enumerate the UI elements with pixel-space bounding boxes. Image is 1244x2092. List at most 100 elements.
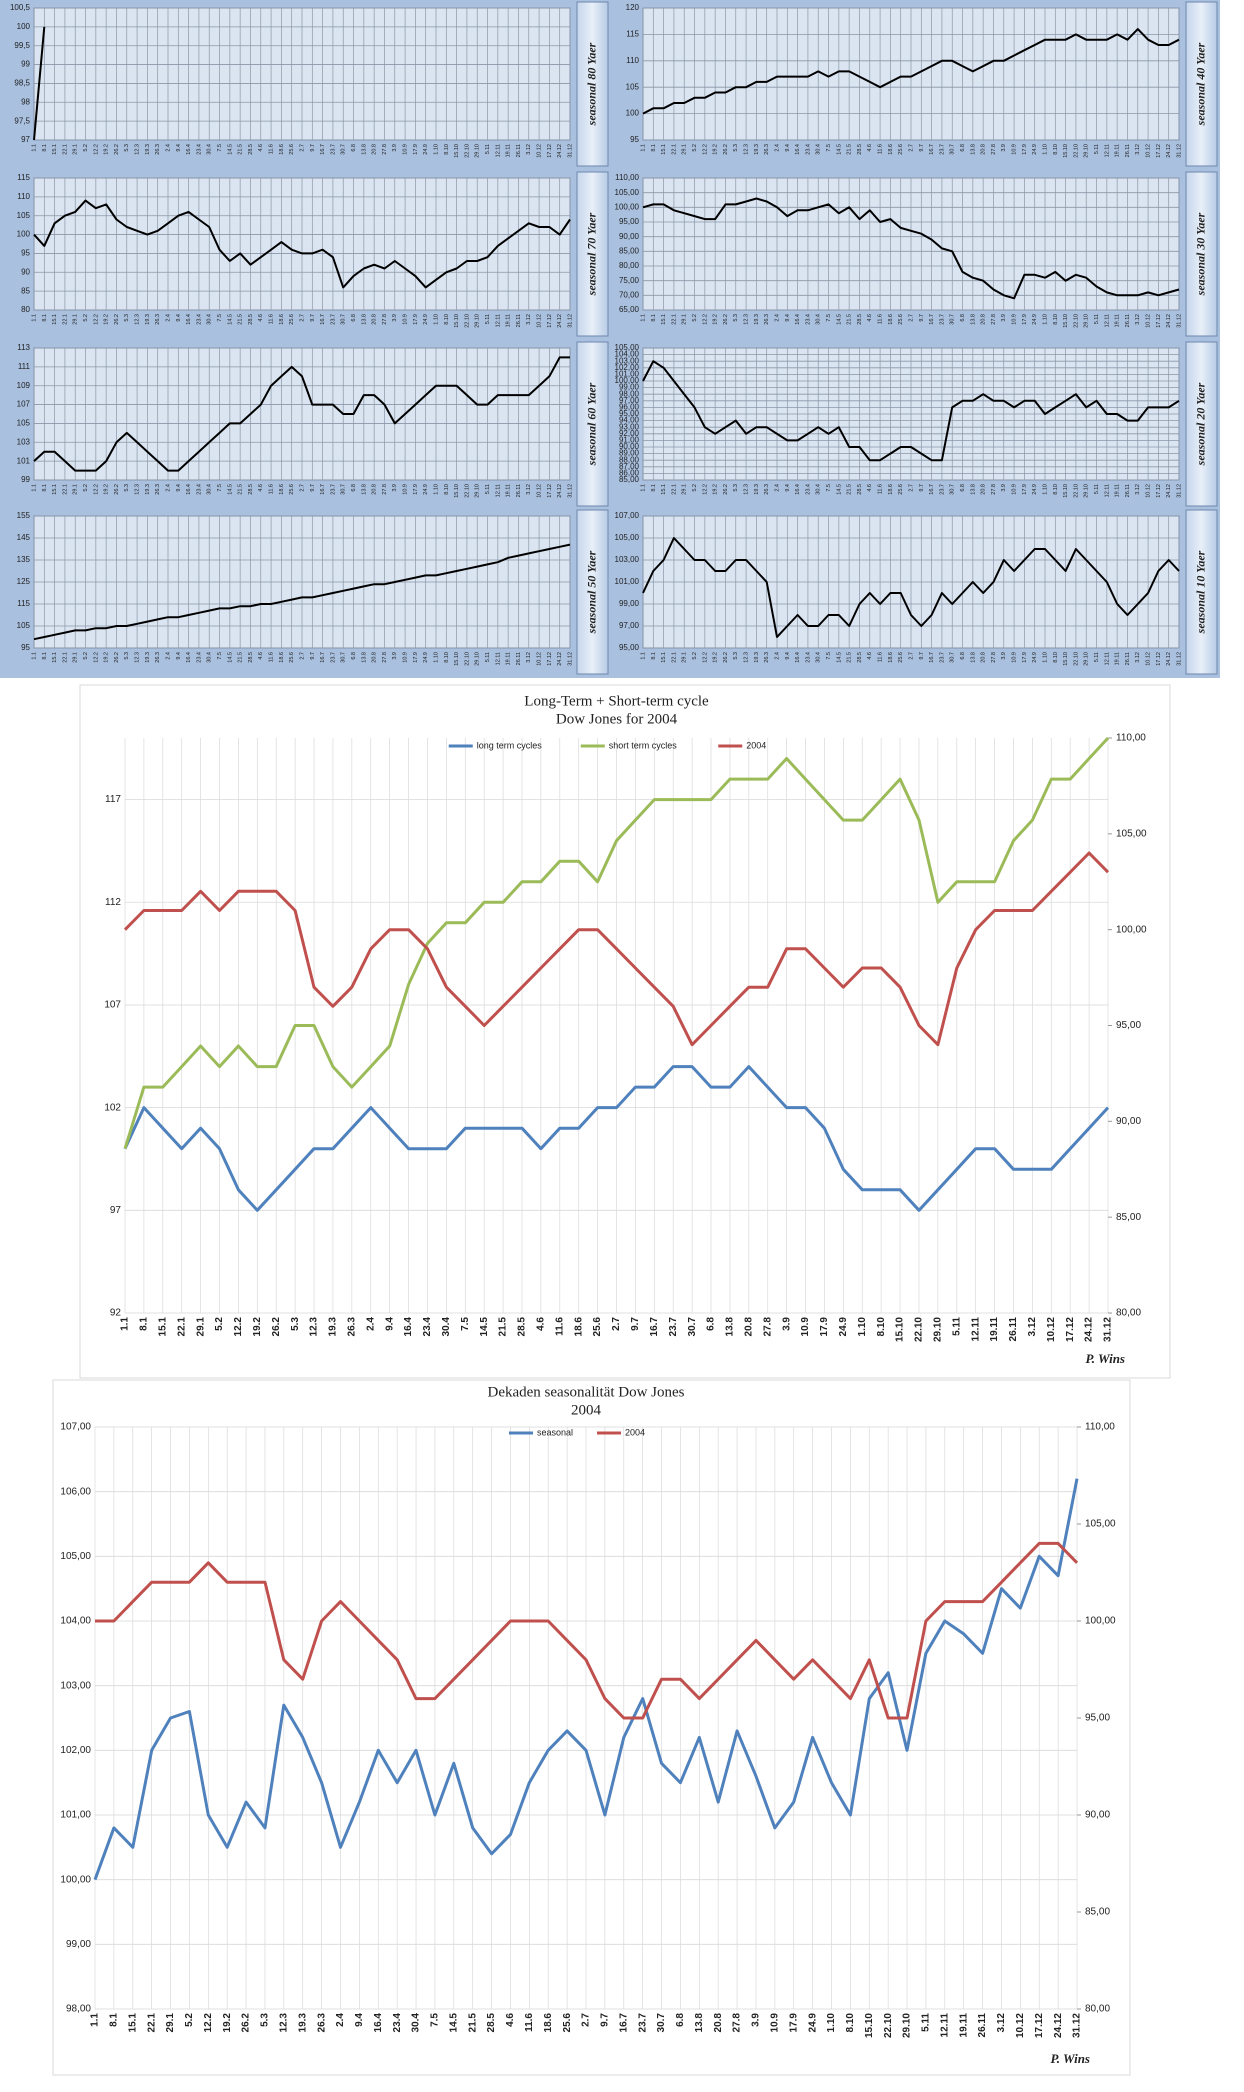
- x-tick-label: 21.5: [238, 652, 244, 663]
- x-tick-label: 8.1: [42, 314, 48, 322]
- x-tick-label: 11.6: [269, 652, 275, 662]
- x-tick-label: 25.6: [592, 1317, 603, 1337]
- x-tick-label: 19.11: [506, 652, 512, 665]
- x-tick-label: 2.7: [611, 1317, 622, 1331]
- x-tick-label: 30.7: [341, 144, 347, 155]
- y-tick-label: 115: [17, 173, 30, 182]
- chart-title: seasonal 70 Yaer: [584, 212, 598, 296]
- x-tick-label: 6.8: [960, 484, 966, 492]
- x-tick-label: 14.5: [227, 314, 233, 325]
- x-tick-label: 30.7: [950, 652, 956, 663]
- x-tick-label: 1.10: [433, 144, 439, 155]
- x-tick-label: 27.8: [382, 314, 388, 325]
- x-tick-label: 16.4: [795, 314, 801, 325]
- x-tick-label: 29.1: [73, 314, 79, 325]
- x-tick-label: 3.12: [526, 314, 532, 325]
- x-tick-label: 8.1: [42, 144, 48, 152]
- y-tick-label: 101,00: [615, 577, 640, 586]
- y-tick-label: 95: [21, 249, 30, 258]
- x-tick-label: 12.3: [744, 484, 750, 495]
- x-tick-label: 9.4: [176, 144, 182, 152]
- chart-subtitle: 2004: [571, 1402, 602, 1418]
- x-tick-label: 19.2: [222, 2013, 233, 2033]
- chart-title: seasonal 20 Yaer: [1193, 382, 1207, 466]
- y-tick-label: 85: [21, 286, 30, 295]
- x-tick-label: 10.9: [403, 314, 409, 325]
- x-tick-label: 24.12: [557, 144, 563, 158]
- x-tick-label: 19.2: [104, 314, 110, 325]
- x-tick-label: 2.7: [908, 144, 914, 152]
- x-tick-label: 31.12: [567, 314, 573, 328]
- x-tick-label: 2.4: [365, 1317, 376, 1331]
- y-tick-label: 98,5: [14, 79, 30, 88]
- y-tick-label: 99: [21, 475, 30, 484]
- x-tick-label: 10.12: [1015, 2013, 1026, 2038]
- y-tick-label: 105: [17, 621, 31, 630]
- x-tick-label: 19.2: [713, 144, 719, 155]
- x-tick-label: 19.11: [1115, 144, 1121, 157]
- x-tick-label: 26.11: [516, 652, 522, 665]
- x-tick-label: 26.2: [271, 1317, 282, 1337]
- x-tick-label: 22.1: [671, 652, 677, 663]
- x-tick-label: 24.9: [423, 314, 429, 325]
- x-tick-label: 16.7: [929, 144, 935, 155]
- x-tick-label: 26.11: [1125, 652, 1131, 665]
- x-tick-label: 1.1: [640, 314, 646, 322]
- chart-title: seasonal 40 Yaer: [1193, 42, 1207, 126]
- y-tick-label: 111: [18, 362, 31, 371]
- side-panel: [576, 171, 609, 337]
- y2-tick-label: 85,00: [1085, 1907, 1110, 1918]
- x-tick-label: 29.1: [682, 484, 688, 495]
- y-tick-label: 110: [626, 56, 639, 65]
- x-tick-label: 27.8: [382, 484, 388, 495]
- x-tick-label: 1.1: [31, 652, 37, 660]
- x-tick-label: 10.12: [1146, 314, 1152, 328]
- side-panel: [576, 341, 609, 507]
- x-tick-label: 5.11: [921, 2013, 932, 2032]
- x-tick-label: 7.5: [217, 484, 223, 492]
- x-tick-label: 30.4: [816, 652, 822, 663]
- x-tick-label: 15.10: [454, 652, 460, 666]
- x-tick-label: 29.1: [682, 144, 688, 155]
- y-tick-label: 98,00: [66, 2004, 91, 2015]
- chart-title: seasonal 80 Yaer: [584, 42, 598, 126]
- x-tick-label: 1.10: [1042, 314, 1048, 325]
- x-tick-label: 25.6: [898, 314, 904, 325]
- x-tick-label: 29.10: [1084, 144, 1090, 158]
- x-tick-label: 27.8: [991, 484, 997, 495]
- x-tick-label: 9.7: [310, 652, 316, 660]
- y2-tick-label: 95,00: [1085, 1713, 1110, 1724]
- x-tick-label: 5.3: [260, 2013, 271, 2027]
- y-tick-label: 106,00: [60, 1486, 91, 1497]
- y-tick-label: 110: [17, 192, 30, 201]
- y-tick-label: 115: [626, 30, 639, 39]
- x-tick-label: 26.2: [723, 314, 729, 325]
- x-tick-label: 5.11: [485, 314, 491, 324]
- x-tick-label: 1.10: [1042, 144, 1048, 155]
- x-tick-label: 28.5: [857, 314, 863, 325]
- x-tick-label: 31.12: [1176, 652, 1182, 666]
- x-tick-label: 15.10: [454, 144, 460, 158]
- x-tick-label: 9.7: [919, 144, 925, 152]
- x-tick-label: 23.4: [196, 144, 202, 155]
- y-tick-label: 145: [17, 533, 31, 542]
- x-tick-label: 23.7: [939, 652, 945, 663]
- x-tick-label: 8.1: [651, 652, 657, 660]
- x-tick-label: 17.9: [1022, 144, 1028, 155]
- x-tick-label: 26.11: [1125, 484, 1131, 497]
- x-tick-label: 15.1: [52, 144, 58, 155]
- x-tick-label: 16.7: [649, 1317, 660, 1337]
- x-tick-label: 19.2: [104, 484, 110, 495]
- x-tick-label: 12.3: [135, 314, 141, 325]
- x-tick-label: 26.3: [316, 2013, 327, 2033]
- x-tick-label: 8.10: [1053, 652, 1059, 663]
- y2-tick-label: 90,00: [1116, 1116, 1141, 1127]
- x-tick-label: 1.10: [1042, 652, 1048, 663]
- chart-title: seasonal 60 Yaer: [584, 382, 598, 466]
- x-tick-label: 11.6: [878, 144, 884, 154]
- x-tick-label: 5.11: [485, 484, 491, 494]
- x-tick-label: 13.8: [361, 652, 367, 663]
- x-tick-label: 6.8: [351, 652, 357, 660]
- x-tick-label: 10.12: [537, 652, 543, 666]
